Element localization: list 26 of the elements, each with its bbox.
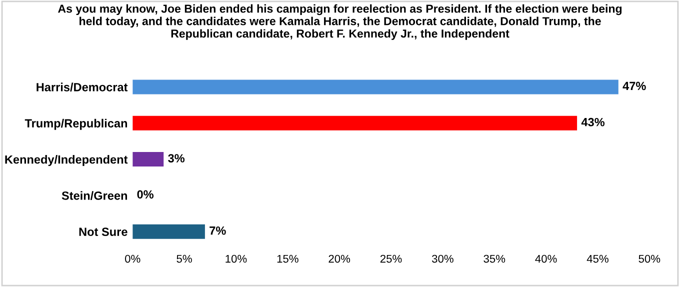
x-tick-label: 35% [484,254,506,263]
y-tick-label: Trump/Republican [24,118,128,130]
x-tick-label: 0% [125,254,140,263]
data-label: 43% [581,118,605,126]
data-label: 7% [210,226,226,235]
bar [132,152,164,167]
x-tick-label: 20% [328,254,350,263]
bar [132,224,205,239]
y-tick-label: Stein/Green [62,191,128,200]
bar [132,80,618,94]
x-tick-label: 10% [226,254,247,263]
data-label: 47% [622,82,646,90]
x-tick-label: 25% [380,254,402,263]
x-tick-label: 5% [176,254,192,263]
data-label: 0% [137,190,154,199]
x-tick-label: 15% [277,254,298,263]
y-tick-label: Not Sure [79,228,128,236]
x-tick-label: 45% [586,254,608,263]
y-tick-label: Harris/Democrat [36,82,128,92]
x-tick-label: 40% [535,254,557,263]
y-tick-label: Kennedy/Independent [5,155,128,166]
x-tick-label: 50% [638,254,660,263]
data-label: 3% [168,154,185,162]
chart-title: As you may know, Joe Biden ended his campaign for reelection as President. If the election were being held today, and the candidates were Kamala Harris, the Democrat candidate, Donald Trump, the Republican candidate, Robert F. Kennedy Jr., the Independent [58,4,622,40]
x-tick-label: 30% [432,254,454,263]
bar [132,116,578,130]
